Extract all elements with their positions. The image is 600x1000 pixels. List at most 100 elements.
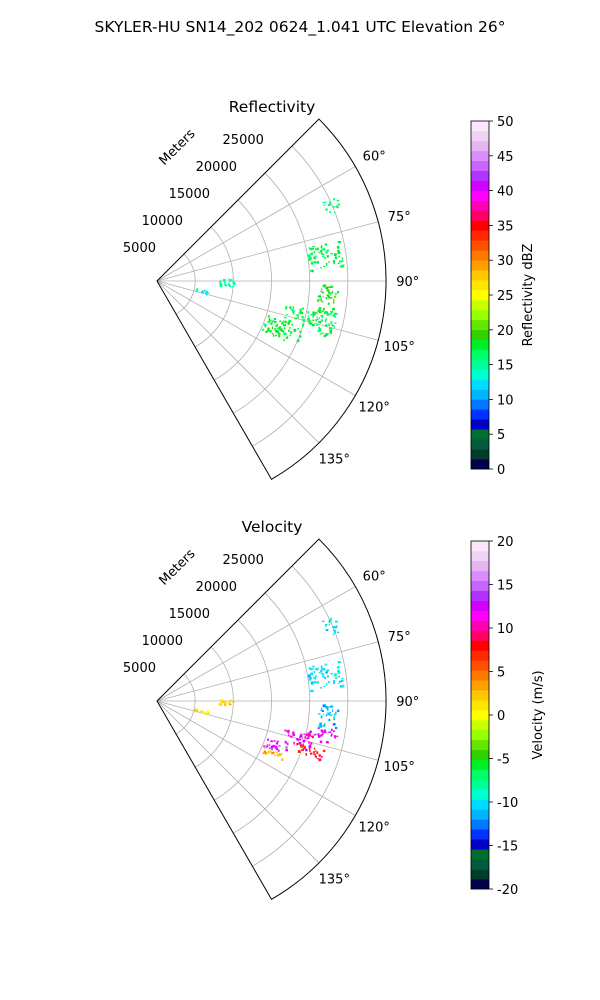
colorbar-segment [471,550,489,562]
echo-gate [221,699,224,702]
range-tick-label: 15000 [169,187,210,202]
echo-region-2 [282,305,338,338]
echo-gate [335,727,338,729]
colorbar-tick-label: 25 [497,289,514,304]
echo-gate [321,707,323,710]
echo-gate [288,734,290,737]
echo-gate [337,291,340,294]
echo-region-3 [284,729,314,752]
echo-gate [311,262,314,265]
echo-gate [326,741,329,744]
reflectivity-title: Reflectivity [229,98,316,116]
echo-gate [301,749,305,751]
echo-gate [326,249,330,252]
echo-gate [319,333,322,335]
colorbar-segment [471,240,489,251]
echo-gate [320,267,323,269]
echo-gate [282,339,286,341]
echo-gate [219,280,222,283]
azimuth-gridline-5 [156,700,320,864]
echo-region-0 [307,661,345,693]
echo-gate [318,295,321,298]
azimuth-gridline-1 [156,641,379,702]
echo-gate [299,308,302,311]
echo-gate [328,313,331,316]
echo-gate [206,292,210,294]
colorbar-tick-label: 40 [497,185,514,200]
echo-gate [231,285,235,288]
colorbar-segment [471,140,489,152]
echo-gate [274,329,278,333]
echo-gate [330,728,333,732]
echo-gate [300,311,304,315]
echo-gate [281,753,283,755]
echo-gate [205,290,208,293]
echo-gate [282,320,284,323]
echo-gate [284,332,287,335]
azimuth-tick-label: 105° [384,340,415,355]
echo-gate [313,261,317,264]
echo-gate [291,323,293,326]
echo-gate [312,665,315,668]
echo-gate [290,331,293,334]
echo-gate [227,283,231,286]
echo-gate [196,289,199,291]
echo-gate [308,741,310,744]
echo-gate [284,320,287,323]
colorbar-tick-label: 20 [497,535,514,550]
echo-gate [262,752,265,754]
echo-gate [336,625,338,627]
echo-gate [283,332,286,336]
colorbar-segment [471,200,489,211]
colorbar-segment [471,670,489,681]
echo-gate [313,681,317,684]
sector-outline [156,538,387,901]
colorbar-segment [471,250,489,261]
echo-gate [324,243,328,246]
echo-gate [318,320,322,324]
echo-gate [296,340,299,343]
echo-gate [339,265,342,268]
colorbar-segment [471,309,489,321]
echo-gate [315,255,317,257]
echo-gate [276,747,278,750]
azimuth-tick-label: 75° [388,210,411,225]
echo-gate [332,680,335,682]
echo-gate [301,736,303,739]
echo-gate [330,705,334,708]
echo-gate [298,311,301,314]
echo-gate [266,330,269,332]
echo-gate [320,665,323,668]
echo-gate [334,256,338,259]
echo-gate [314,668,317,670]
echo-gate [334,736,336,739]
colorbar-segment [471,620,489,631]
colorbar-segment [471,680,489,691]
echo-gate [280,329,284,332]
echo-gate [262,328,265,331]
echo-gate [330,734,333,737]
echo-gate [195,709,198,713]
echo-gate [341,680,344,682]
echo-gate [320,687,323,689]
echo-gate [307,734,310,738]
colorbar-tick-label: -10 [497,796,518,811]
colorbar-tick-label: 30 [497,254,514,269]
echo-gate [322,675,325,678]
echo-gate [329,297,333,299]
colorbar-segment [471,230,489,241]
echo-gate [281,758,283,761]
echo-gate [324,257,326,259]
echo-gate [313,251,315,254]
echo-gate [278,333,281,335]
echo-gate [340,685,344,688]
echo-gate [324,201,327,203]
colorbar-tick-label: 15 [497,359,514,374]
echo-gate [339,661,342,664]
sector-outline [156,118,387,481]
range-tick-label: 25000 [223,133,264,148]
echo-gate [220,284,223,288]
echo-gate [233,282,236,285]
echo-gate [333,197,335,201]
echo-gate [332,307,335,310]
